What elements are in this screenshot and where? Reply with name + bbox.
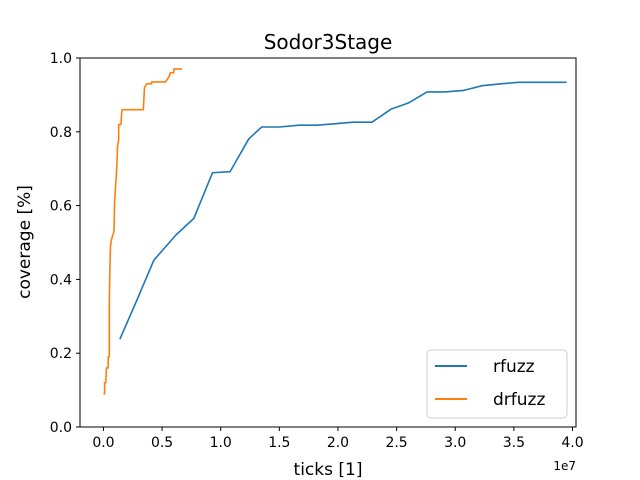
x-axis-offset-label: 1e7	[553, 459, 576, 473]
y-tick-label: 0.2	[50, 346, 72, 362]
x-axis-ticks: 0.0 0.5 1.0 1.5 2.0 2.5 3.0 3.5 4.0	[92, 427, 584, 451]
y-tick-label: 0.6	[50, 199, 72, 215]
x-tick-label: 4.0	[561, 435, 583, 451]
y-tick-label: 0.0	[50, 420, 72, 436]
legend: rfuzz drfuzz	[426, 349, 568, 419]
x-tick-label: 1.5	[268, 435, 290, 451]
y-axis-ticks: 0.0 0.2 0.4 0.6 0.8 1.0	[50, 51, 80, 436]
x-axis-label: ticks [1]	[294, 460, 363, 480]
y-axis-label: coverage [%]	[15, 185, 35, 299]
x-tick-label: 0.5	[151, 435, 173, 451]
y-tick-label: 0.4	[50, 272, 72, 288]
legend-label-drfuzz: drfuzz	[493, 390, 545, 410]
series-line-rfuzz	[119, 81, 567, 340]
y-tick-label: 1.0	[50, 51, 72, 67]
x-tick-label: 3.0	[444, 435, 466, 451]
series-layer	[103, 68, 567, 395]
x-tick-label: 2.0	[327, 435, 349, 451]
series-line-drfuzz	[103, 68, 183, 395]
x-tick-label: 3.5	[503, 435, 525, 451]
plot-frame	[79, 57, 577, 428]
x-tick-label: 0.0	[92, 435, 114, 451]
x-tick-label: 2.5	[385, 435, 407, 451]
chart-title: Sodor3Stage	[264, 30, 393, 54]
legend-label-rfuzz: rfuzz	[493, 357, 535, 377]
y-tick-label: 0.8	[50, 125, 72, 141]
x-tick-label: 1.0	[210, 435, 232, 451]
